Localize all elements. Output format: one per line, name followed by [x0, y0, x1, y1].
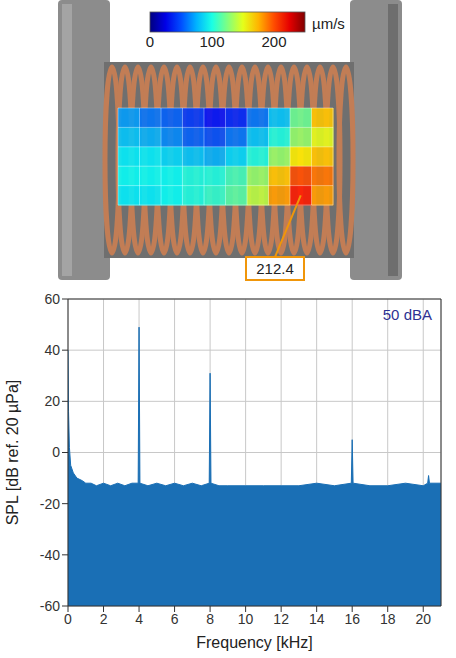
svg-text:0: 0 [52, 444, 60, 460]
svg-text:212.4: 212.4 [256, 260, 294, 277]
svg-text:20: 20 [44, 393, 60, 409]
svg-text:2: 2 [100, 611, 108, 627]
svg-text:4: 4 [135, 611, 143, 627]
svg-text:20: 20 [415, 611, 431, 627]
svg-text:SPL [dB ref. 20 µPa]: SPL [dB ref. 20 µPa] [4, 380, 21, 526]
svg-text:100: 100 [199, 33, 224, 50]
svg-text:-40: -40 [40, 547, 60, 563]
html-text:50 dBA: 50 dBA [382, 306, 432, 323]
svg-text:200: 200 [261, 33, 286, 50]
svg-text:16: 16 [344, 611, 360, 627]
svg-text:0: 0 [64, 611, 72, 627]
svg-text:14: 14 [309, 611, 325, 627]
svg-text:µm/s: µm/s [312, 15, 345, 32]
svg-text:60: 60 [44, 291, 60, 307]
svg-text:Frequency [kHz]: Frequency [kHz] [196, 634, 312, 651]
svg-text:-60: -60 [40, 598, 60, 614]
svg-text:10: 10 [238, 611, 254, 627]
svg-text:18: 18 [380, 611, 396, 627]
svg-text:6: 6 [171, 611, 179, 627]
svg-text:-20: -20 [40, 496, 60, 512]
svg-text:0: 0 [146, 33, 154, 50]
svg-text:12: 12 [273, 611, 289, 627]
svg-text:40: 40 [44, 342, 60, 358]
svg-text:8: 8 [206, 611, 214, 627]
